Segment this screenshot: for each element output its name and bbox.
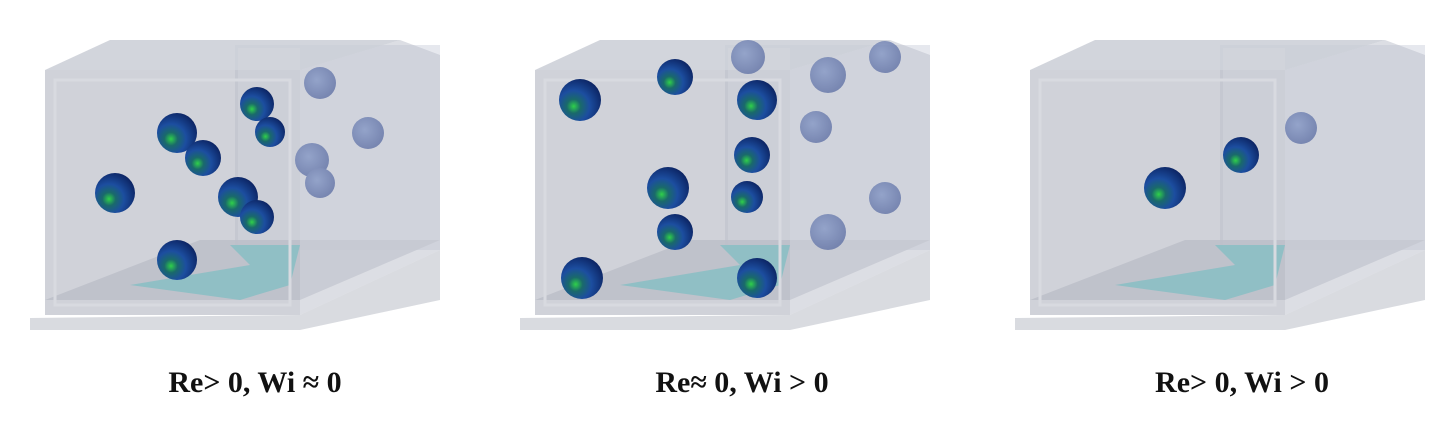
panel-label: Re> 0, Wi ≈ 0 (168, 366, 341, 399)
particles (95, 40, 1317, 299)
panel-label: Re> 0, Wi > 0 (1155, 366, 1329, 399)
panel-label: Re≈ 0, Wi > 0 (655, 366, 828, 399)
channel-box (1013, 38, 1427, 332)
